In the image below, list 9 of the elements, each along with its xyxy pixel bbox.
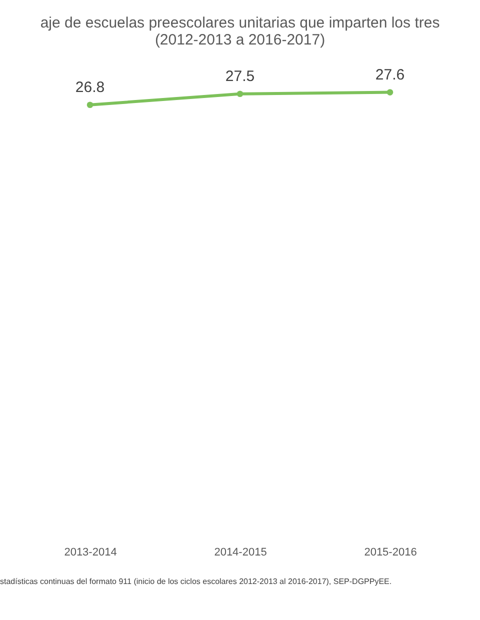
data-label: 26.8 <box>75 78 105 96</box>
data-label: 27.5 <box>225 68 255 85</box>
data-label: 27.6 <box>375 66 405 84</box>
x-tick-label: 2015-2016 <box>364 546 417 558</box>
text: aje de escuelas preescolares unitarias que imparten los tres <box>40 14 440 32</box>
x-tick-label: 2013-2014 <box>64 546 117 558</box>
text: stadísticas continuas del formato 911 (inicio de los ciclos escolares 2012-2013 al 2016-2017), SEP-DGPPyEE. <box>0 577 392 586</box>
x-tick-label: 2014-2015 <box>214 546 267 558</box>
text: (2012-2013 a 2016-2017) <box>154 31 326 48</box>
